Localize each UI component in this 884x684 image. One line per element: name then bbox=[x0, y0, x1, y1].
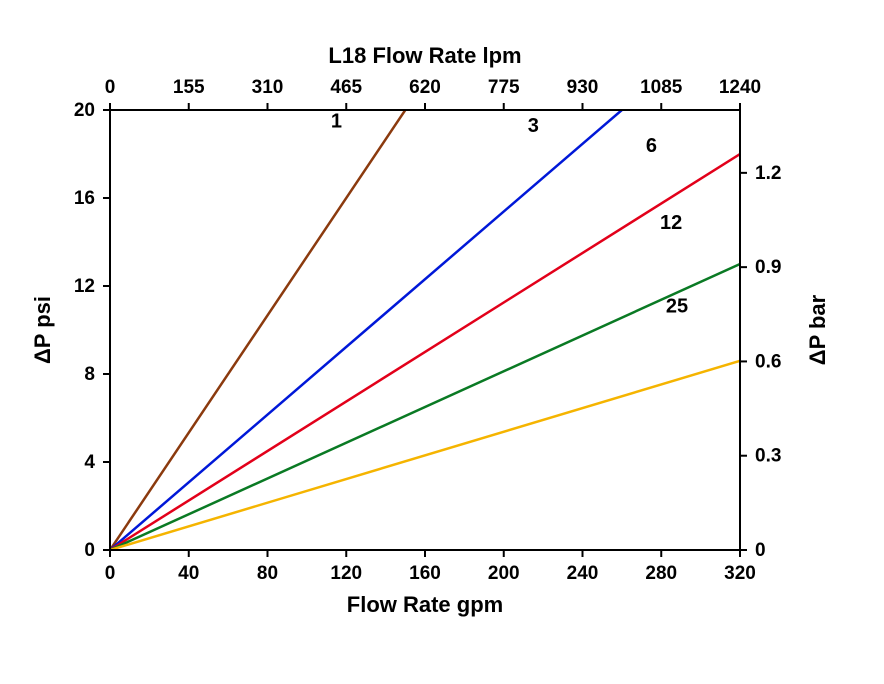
bottom-tick-label: 160 bbox=[409, 563, 441, 584]
right-axis-title: ΔP bar bbox=[805, 294, 830, 365]
right-tick-label: 1.2 bbox=[755, 163, 781, 184]
top-axis-title: L18 Flow Rate lpm bbox=[328, 43, 521, 68]
left-tick-label: 8 bbox=[84, 364, 95, 385]
bottom-tick-label: 200 bbox=[488, 563, 520, 584]
series-label-1: 1 bbox=[331, 111, 342, 133]
left-tick-label: 16 bbox=[74, 188, 95, 209]
series-label-25: 25 bbox=[666, 295, 688, 317]
top-tick-label: 1085 bbox=[640, 77, 683, 98]
series-label-3: 3 bbox=[528, 115, 539, 137]
top-tick-label: 0 bbox=[105, 77, 116, 98]
left-tick-label: 20 bbox=[74, 100, 95, 121]
top-tick-label: 310 bbox=[252, 77, 284, 98]
series-label-6: 6 bbox=[646, 135, 657, 157]
bottom-tick-label: 240 bbox=[567, 563, 599, 584]
bottom-tick-label: 120 bbox=[330, 563, 362, 584]
bottom-tick-label: 0 bbox=[105, 563, 116, 584]
left-axis-title: ΔP psi bbox=[30, 296, 55, 364]
bottom-tick-label: 80 bbox=[257, 563, 278, 584]
left-tick-label: 12 bbox=[74, 276, 95, 297]
chart-container: 04080120160200240280320Flow Rate gpm0155… bbox=[0, 0, 884, 684]
right-tick-label: 0.9 bbox=[755, 257, 781, 278]
top-tick-label: 775 bbox=[488, 77, 520, 98]
bottom-tick-label: 320 bbox=[724, 563, 756, 584]
left-tick-label: 0 bbox=[84, 540, 95, 561]
chart-svg: 04080120160200240280320Flow Rate gpm0155… bbox=[0, 0, 884, 684]
right-tick-label: 0.3 bbox=[755, 446, 781, 467]
top-tick-label: 465 bbox=[330, 77, 362, 98]
right-tick-label: 0 bbox=[755, 540, 766, 561]
top-tick-label: 620 bbox=[409, 77, 441, 98]
top-tick-label: 155 bbox=[173, 77, 205, 98]
bottom-axis-title: Flow Rate gpm bbox=[347, 592, 503, 617]
left-tick-label: 4 bbox=[84, 452, 95, 473]
right-tick-label: 0.6 bbox=[755, 351, 781, 372]
bottom-tick-label: 40 bbox=[178, 563, 199, 584]
series-label-12: 12 bbox=[660, 212, 682, 234]
top-tick-label: 1240 bbox=[719, 77, 761, 98]
top-tick-label: 930 bbox=[567, 77, 599, 98]
bottom-tick-label: 280 bbox=[645, 563, 677, 584]
